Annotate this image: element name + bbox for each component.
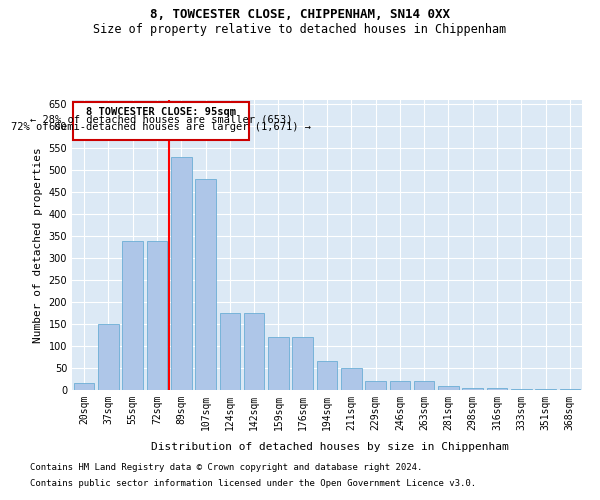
Bar (414, 381, 434, 390)
FancyBboxPatch shape (73, 102, 249, 140)
Text: 72% of semi-detached houses are larger (1,671) →: 72% of semi-detached houses are larger (… (11, 122, 311, 132)
Bar (463, 388, 483, 390)
Bar (220, 313, 240, 390)
Bar (560, 388, 580, 390)
Bar (365, 381, 386, 390)
Bar (487, 388, 508, 390)
Bar (535, 388, 556, 390)
Bar (195, 179, 216, 390)
Bar (98, 324, 119, 390)
Text: 8 TOWCESTER CLOSE: 95sqm: 8 TOWCESTER CLOSE: 95sqm (86, 106, 236, 117)
Text: ← 28% of detached houses are smaller (653): ← 28% of detached houses are smaller (65… (30, 114, 293, 124)
Text: Contains HM Land Registry data © Crown copyright and database right 2024.: Contains HM Land Registry data © Crown c… (30, 464, 422, 472)
Bar (268, 338, 289, 390)
Bar (244, 313, 265, 390)
Bar (341, 368, 362, 390)
Text: Contains public sector information licensed under the Open Government Licence v3: Contains public sector information licen… (30, 478, 476, 488)
Bar (146, 240, 167, 390)
Bar (317, 362, 337, 390)
Text: Distribution of detached houses by size in Chippenham: Distribution of detached houses by size … (151, 442, 509, 452)
Bar (171, 157, 191, 390)
Bar (438, 386, 459, 390)
Y-axis label: Number of detached properties: Number of detached properties (33, 147, 43, 343)
Bar (292, 338, 313, 390)
Bar (122, 240, 143, 390)
Bar (74, 384, 94, 390)
Text: Size of property relative to detached houses in Chippenham: Size of property relative to detached ho… (94, 22, 506, 36)
Bar (511, 388, 532, 390)
Text: 8, TOWCESTER CLOSE, CHIPPENHAM, SN14 0XX: 8, TOWCESTER CLOSE, CHIPPENHAM, SN14 0XX (150, 8, 450, 20)
Bar (389, 381, 410, 390)
